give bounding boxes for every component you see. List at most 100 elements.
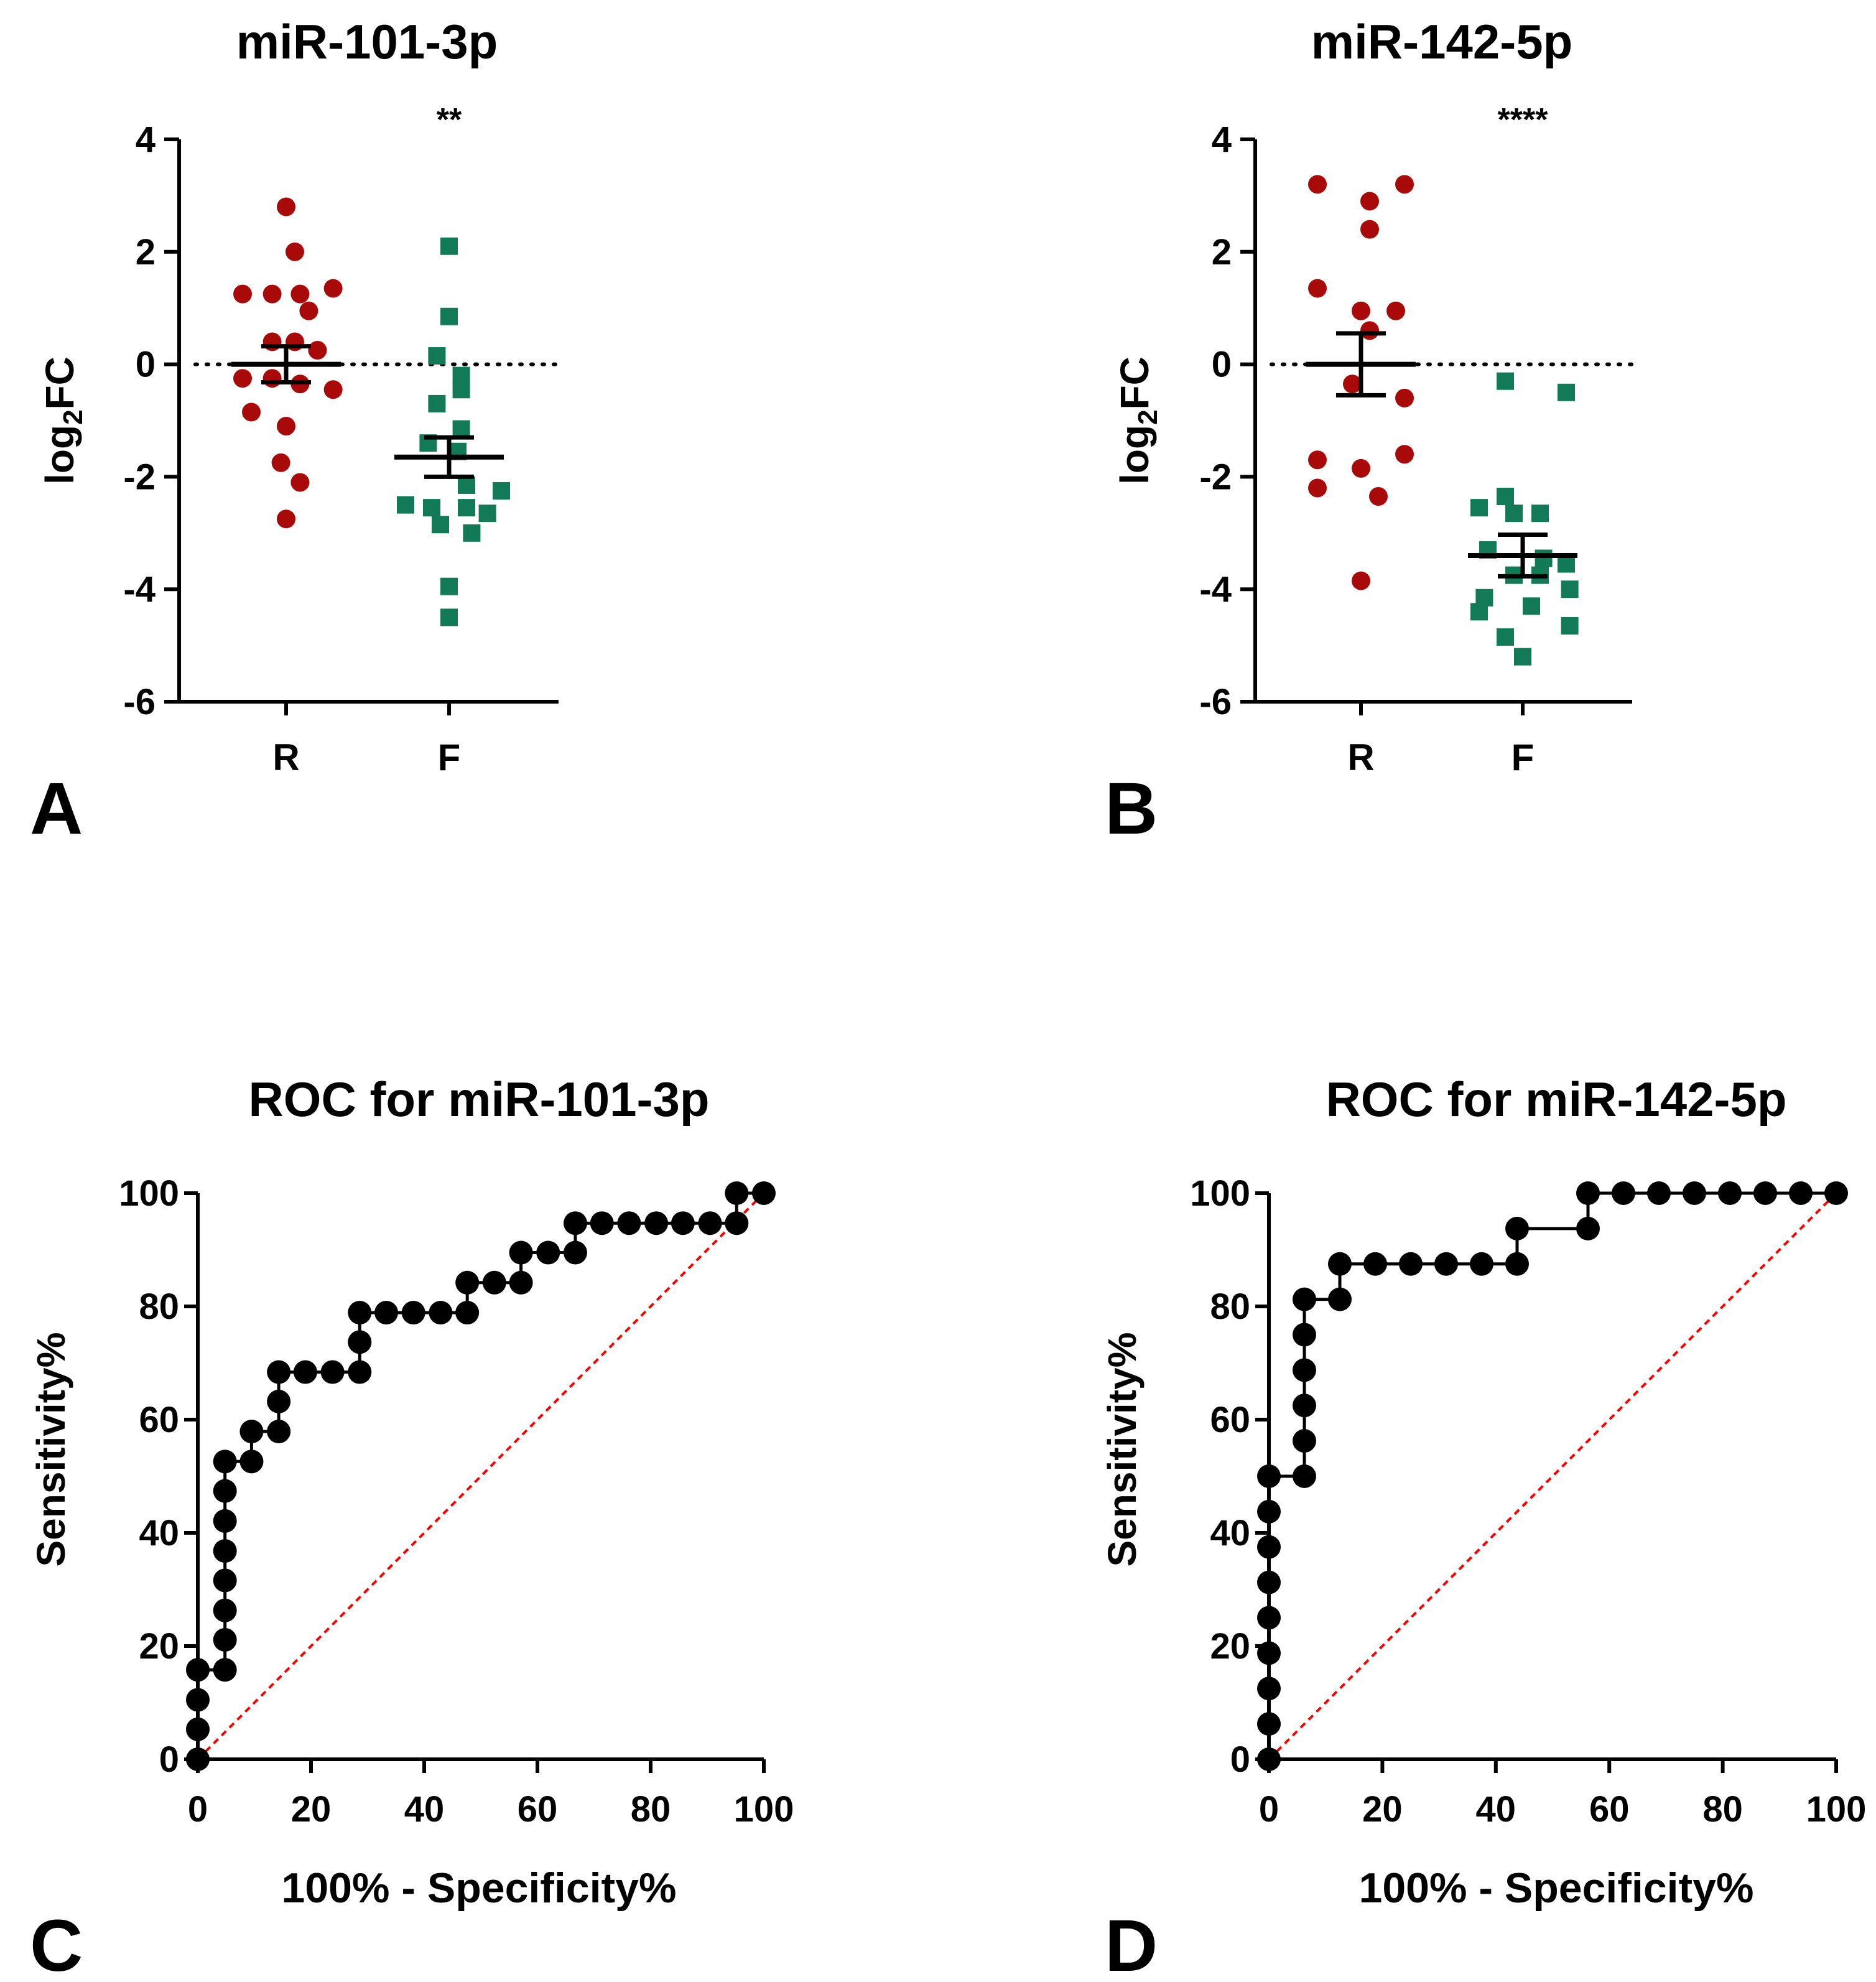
panel-c-roc-point: [267, 1420, 291, 1444]
panel-c-roc-point: [213, 1568, 237, 1593]
panel-d-roc-point: [1257, 1641, 1281, 1665]
panel-a-point-f: [423, 499, 440, 517]
panel-a-point-f: [440, 577, 458, 595]
panel-b-point-f: [1561, 616, 1579, 635]
panel-b-point-r: [1352, 301, 1370, 320]
panel-a-point-r: [262, 284, 282, 304]
panel-b-point-f: [1470, 499, 1488, 517]
panel-d-roc-point: [1293, 1464, 1316, 1488]
panel-d-y-tick-label: 60: [1210, 1400, 1250, 1440]
panel-d-roc-point: [1683, 1181, 1706, 1205]
panel-c-roc-point: [509, 1270, 533, 1295]
panel-d-roc-point: [1718, 1181, 1742, 1205]
panel-d-x-tick-label: 40: [1476, 1789, 1516, 1830]
panel-c-roc-plot: ROC for miR-101-3p Sensitivity% 100% - S…: [29, 1072, 794, 1982]
panel-b-point-r: [1360, 220, 1379, 239]
panel-d-x-tick-label: 80: [1702, 1789, 1743, 1830]
panel-c-roc-point: [455, 1270, 480, 1295]
panel-d-roc-point: [1434, 1252, 1458, 1276]
panel-c-roc-point: [213, 1598, 237, 1622]
panel-c-roc-line: [196, 1191, 764, 1759]
panel-c-roc-point: [267, 1360, 291, 1384]
panel-a-category-r: R: [272, 737, 299, 778]
panel-a-point-f: [440, 307, 458, 325]
panel-b-y-axis-title: log2FC: [1112, 356, 1163, 485]
panel-d-roc-point: [1293, 1393, 1316, 1418]
panel-a-point-r: [323, 380, 343, 399]
panel-d-y-tick-label: 100: [1190, 1173, 1250, 1214]
panel-a-point-f: [452, 420, 470, 438]
panel-a-point-r: [290, 284, 310, 304]
panel-a-point-r: [308, 341, 327, 360]
panel-b-point-r: [1360, 192, 1379, 211]
panel-a-point-r: [262, 369, 282, 388]
panel-d-roc-point: [1328, 1252, 1352, 1276]
panel-d-x-tick-label: 20: [1362, 1789, 1403, 1830]
panel-c-roc-point: [239, 1420, 264, 1444]
panel-c-roc-point: [186, 1688, 210, 1712]
panel-a-point-f: [432, 516, 449, 534]
panel-a-title: miR-101-3p: [236, 14, 498, 69]
panel-c-x-tick-label: 40: [404, 1789, 445, 1830]
panel-c-roc-point: [348, 1330, 372, 1354]
panel-d-roc-point: [1753, 1181, 1777, 1205]
panel-a-point-f: [452, 381, 470, 399]
panel-c-roc-point: [239, 1449, 264, 1474]
panel-a-point-f: [458, 476, 475, 494]
panel-d-roc-line: [1267, 1191, 1836, 1759]
panel-b-point-f: [1497, 628, 1514, 646]
panel-d-x-axis-title: 100% - Specificity%: [1359, 1864, 1754, 1912]
panel-d-label: D: [1105, 1905, 1158, 1982]
panel-b-point-r: [1308, 450, 1327, 470]
panel-c-roc-point: [401, 1301, 425, 1325]
panel-d-roc-point: [1505, 1252, 1529, 1276]
panel-b-point-r: [1308, 279, 1327, 298]
panel-c-y-tick-label: 80: [139, 1286, 179, 1327]
panel-c-y-tick-label: 60: [139, 1400, 179, 1440]
panel-d-y-axis-title: Sensitivity%: [1100, 1332, 1145, 1566]
panel-c-y-tick-label: 100: [119, 1173, 179, 1214]
panel-d-roc-point: [1612, 1181, 1635, 1205]
panel-d-roc-point: [1824, 1181, 1848, 1205]
panel-c-roc-point: [267, 1389, 291, 1413]
panel-c-roc-point: [725, 1211, 749, 1235]
panel-c-label: C: [30, 1905, 83, 1982]
panel-c-roc-point: [563, 1240, 587, 1265]
panel-c-roc-point: [186, 1747, 210, 1771]
panel-d-roc-point: [1257, 1499, 1281, 1524]
panel-d-y-tick-label: 20: [1210, 1626, 1250, 1667]
panel-d-roc-plot: ROC for miR-142-5p Sensitivity% 100% - S…: [1100, 1072, 1866, 1982]
panel-c-roc-point: [186, 1717, 210, 1741]
panel-c-y-tick-label: 40: [139, 1513, 179, 1553]
panel-b-point-r: [1308, 478, 1327, 498]
panel-d-roc-point: [1647, 1181, 1671, 1205]
panel-c-roc-point: [617, 1211, 641, 1235]
panel-c-plot-area: 100 80 60 40 20 00 20 40 60 80 100: [119, 1173, 794, 1830]
panel-b-y-tick-label: 4: [1212, 119, 1232, 160]
panel-b-point-r: [1386, 301, 1405, 320]
panel-a-point-f: [397, 496, 414, 514]
panel-c-x-tick-label: 80: [631, 1789, 671, 1830]
panel-d-roc-point: [1576, 1216, 1600, 1240]
panel-d-plot-area: 100 80 60 40 20 00 20 40 60 80 100: [1190, 1173, 1866, 1830]
panel-a-point-f: [458, 499, 475, 517]
panel-d-roc-point: [1293, 1358, 1316, 1382]
panel-d-roc-point: [1505, 1216, 1529, 1240]
panel-d-roc-point: [1257, 1464, 1281, 1488]
panel-b-point-f: [1497, 488, 1514, 506]
panel-c-y-axis-title: Sensitivity%: [29, 1332, 73, 1566]
panel-b-point-f: [1561, 580, 1579, 598]
panel-c-y-tick-label: 20: [139, 1626, 179, 1667]
panel-c-x-tick-label: 20: [291, 1789, 332, 1830]
panel-b-point-r: [1395, 388, 1414, 407]
panel-c-roc-point: [644, 1211, 669, 1235]
panel-a-point-f: [463, 524, 481, 542]
panel-a-point-f: [493, 482, 510, 500]
panel-d-roc-point: [1257, 1535, 1281, 1559]
panel-d-roc-point: [1789, 1181, 1813, 1205]
panel-a-category-f: F: [438, 737, 461, 778]
panel-c-roc-point: [213, 1658, 237, 1682]
panel-c-roc-point: [213, 1539, 237, 1563]
panel-a-y-tick-label: 0: [136, 345, 156, 385]
